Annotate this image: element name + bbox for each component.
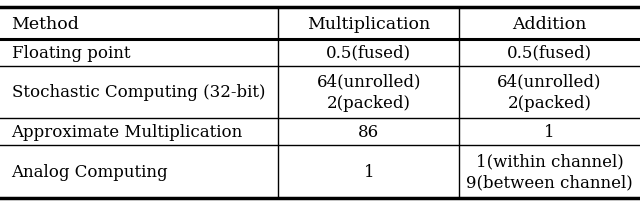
Text: 1: 1 bbox=[544, 124, 555, 140]
Text: Multiplication: Multiplication bbox=[307, 15, 431, 32]
Text: Floating point: Floating point bbox=[12, 44, 130, 61]
Text: 64(unrolled)
2(packed): 64(unrolled) 2(packed) bbox=[497, 73, 602, 112]
Text: Analog Computing: Analog Computing bbox=[12, 163, 168, 180]
Text: Approximate Multiplication: Approximate Multiplication bbox=[12, 124, 243, 140]
Text: 1(within channel)
9(between channel): 1(within channel) 9(between channel) bbox=[466, 152, 633, 191]
Text: 64(unrolled)
2(packed): 64(unrolled) 2(packed) bbox=[317, 73, 421, 112]
Text: Addition: Addition bbox=[513, 15, 587, 32]
Text: Method: Method bbox=[12, 15, 79, 32]
Text: 0.5(fused): 0.5(fused) bbox=[507, 44, 592, 61]
Text: 1: 1 bbox=[364, 163, 374, 180]
Text: Stochastic Computing (32-bit): Stochastic Computing (32-bit) bbox=[12, 84, 265, 101]
Text: 0.5(fused): 0.5(fused) bbox=[326, 44, 412, 61]
Text: 86: 86 bbox=[358, 124, 380, 140]
